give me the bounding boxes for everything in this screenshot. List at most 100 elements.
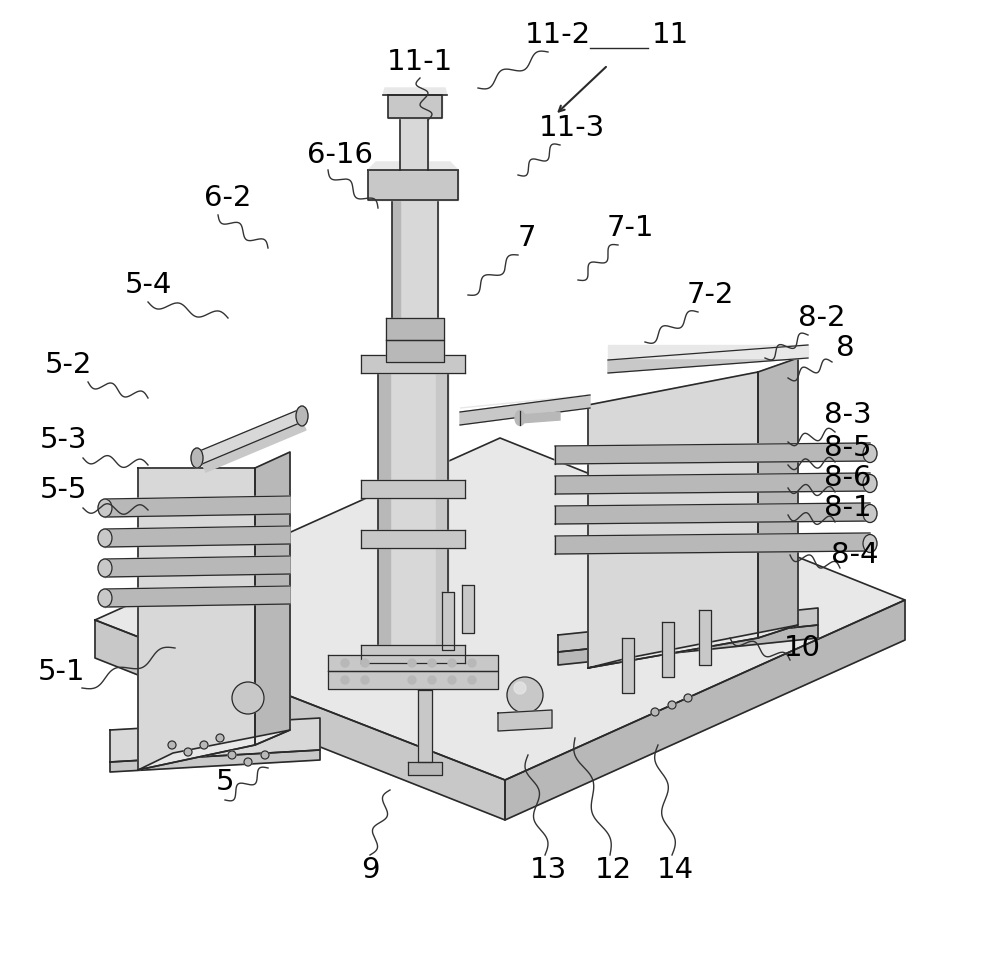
Circle shape [168,741,176,749]
Polygon shape [460,395,590,425]
Text: 8-2: 8-2 [798,304,846,332]
Circle shape [684,694,692,702]
Circle shape [428,676,436,684]
Polygon shape [498,710,552,731]
Polygon shape [758,358,798,638]
Text: 11-2: 11-2 [525,21,591,49]
Polygon shape [555,473,870,494]
Circle shape [668,701,676,709]
Ellipse shape [863,474,877,493]
Ellipse shape [863,444,877,463]
Text: 6-2: 6-2 [204,184,252,212]
Text: 12: 12 [594,856,632,884]
Polygon shape [392,200,438,355]
Polygon shape [555,533,870,536]
Text: 7-2: 7-2 [686,281,734,309]
Polygon shape [105,526,290,547]
Polygon shape [400,115,428,170]
Ellipse shape [98,499,112,517]
Text: 7-1: 7-1 [606,214,654,242]
Polygon shape [386,340,444,362]
Polygon shape [588,625,798,668]
Ellipse shape [98,559,112,577]
Polygon shape [436,365,448,660]
Text: 7: 7 [518,224,536,252]
Polygon shape [558,625,818,665]
Polygon shape [105,556,290,577]
Polygon shape [462,585,474,633]
Polygon shape [388,95,442,118]
Ellipse shape [296,406,308,426]
Polygon shape [105,586,290,589]
Text: 11: 11 [651,21,689,49]
Text: 11-1: 11-1 [387,48,453,76]
Polygon shape [105,586,290,607]
Text: 5: 5 [216,768,234,796]
Polygon shape [442,592,454,650]
Circle shape [200,741,208,749]
Text: 8-3: 8-3 [824,401,872,429]
Polygon shape [555,533,870,554]
Text: 6-16: 6-16 [307,141,373,169]
Polygon shape [460,395,590,408]
Polygon shape [505,600,905,820]
Circle shape [448,676,456,684]
Polygon shape [361,355,465,373]
Polygon shape [255,452,290,745]
Polygon shape [386,318,444,340]
Polygon shape [408,762,442,775]
Polygon shape [110,750,320,772]
Polygon shape [555,443,870,446]
Polygon shape [588,372,758,668]
Circle shape [507,677,543,713]
Circle shape [341,676,349,684]
Ellipse shape [98,589,112,607]
Polygon shape [328,671,498,689]
Text: 5-3: 5-3 [39,426,87,454]
Polygon shape [418,690,432,762]
Polygon shape [105,496,290,499]
Polygon shape [383,88,447,95]
Ellipse shape [863,505,877,522]
Circle shape [468,676,476,684]
Polygon shape [368,170,458,200]
Circle shape [341,659,349,667]
Circle shape [216,734,224,742]
Circle shape [361,676,369,684]
Text: 8-1: 8-1 [824,494,872,522]
Text: 5-5: 5-5 [39,476,87,504]
Circle shape [514,682,526,694]
Polygon shape [361,645,465,663]
Ellipse shape [191,448,203,468]
Polygon shape [138,468,255,770]
Polygon shape [622,638,634,693]
Polygon shape [558,608,818,652]
Polygon shape [608,345,808,373]
Polygon shape [555,503,870,524]
Polygon shape [361,530,465,548]
Text: 8-6: 8-6 [824,464,872,492]
Ellipse shape [98,529,112,547]
Text: 5-1: 5-1 [38,658,86,686]
Circle shape [228,751,236,759]
Circle shape [232,682,264,714]
Polygon shape [378,365,390,660]
Text: 14: 14 [656,856,694,884]
Polygon shape [555,443,870,464]
Polygon shape [555,473,870,476]
Ellipse shape [863,535,877,552]
Text: 8: 8 [836,334,854,362]
Polygon shape [368,162,458,170]
Text: 9: 9 [361,856,379,884]
Circle shape [361,659,369,667]
Text: 8-5: 8-5 [824,434,872,462]
Polygon shape [699,610,711,665]
Polygon shape [202,422,306,472]
Polygon shape [328,655,498,671]
Polygon shape [662,622,674,677]
Polygon shape [110,718,320,762]
Polygon shape [197,410,302,464]
Text: 5-2: 5-2 [44,351,92,379]
Text: 8-4: 8-4 [831,541,879,569]
Polygon shape [520,412,560,423]
